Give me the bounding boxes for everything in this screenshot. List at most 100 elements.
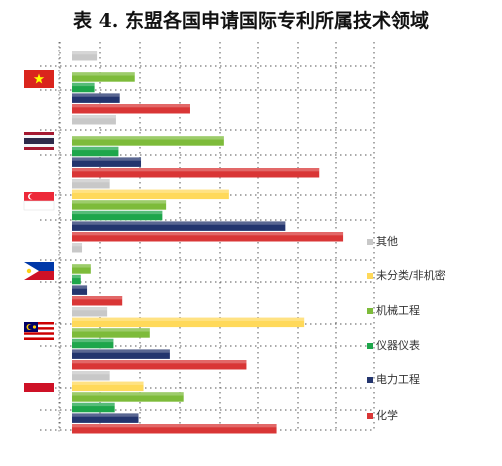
bar-highlight-malaysia-4 bbox=[72, 349, 170, 353]
flag-moon-cut bbox=[28, 324, 34, 330]
bar-highlight-indonesia-5 bbox=[72, 424, 277, 428]
bar-highlight-thailand-0 bbox=[72, 115, 116, 119]
legend-label-0: 其他 bbox=[376, 235, 398, 248]
bar-vietnam-5 bbox=[72, 104, 190, 114]
bar-vietnam-2 bbox=[72, 72, 135, 82]
legend-label-2: 机械工程 bbox=[376, 303, 420, 317]
bar-indonesia-2 bbox=[72, 392, 184, 402]
flag-stripe bbox=[24, 135, 54, 138]
bar-philippines-0 bbox=[72, 243, 83, 253]
bar-highlight-indonesia-4 bbox=[72, 413, 139, 417]
legend-swatch-2 bbox=[367, 308, 373, 314]
flag-star bbox=[32, 325, 37, 329]
bar-thailand-0 bbox=[72, 115, 116, 125]
flag-stripe bbox=[24, 337, 54, 340]
legend-swatch-0 bbox=[367, 239, 373, 245]
bar-singapore-1 bbox=[72, 189, 229, 200]
flag-bottom bbox=[24, 271, 54, 280]
flag-moon-cut bbox=[29, 193, 35, 200]
bar-highlight-singapore-1 bbox=[72, 189, 229, 193]
bar-indonesia-5 bbox=[72, 424, 277, 434]
bar-highlight-indonesia-1 bbox=[72, 381, 144, 385]
bar-malaysia-0 bbox=[72, 307, 108, 317]
bar-indonesia-1 bbox=[72, 381, 144, 392]
bar-thailand-3 bbox=[72, 146, 119, 157]
bar-highlight-thailand-2 bbox=[72, 136, 224, 140]
bar-singapore-5 bbox=[72, 232, 344, 242]
bar-highlight-malaysia-5 bbox=[72, 360, 247, 364]
flag-philippines-icon bbox=[24, 262, 54, 280]
flag-stripe bbox=[24, 132, 54, 135]
bar-thailand-5 bbox=[72, 168, 320, 178]
bar-malaysia-1 bbox=[72, 317, 305, 328]
bar-indonesia-0 bbox=[72, 371, 110, 381]
flag-stripe bbox=[24, 324, 54, 328]
bar-highlight-vietnam-3 bbox=[72, 82, 95, 87]
flag-vietnam-icon bbox=[24, 70, 54, 88]
bar-vietnam-4 bbox=[72, 93, 120, 103]
bar-vietnam-3 bbox=[72, 82, 95, 93]
legend-label-5: 化学 bbox=[376, 408, 398, 422]
bar-highlight-indonesia-3 bbox=[72, 402, 115, 407]
bar-highlight-malaysia-1 bbox=[72, 317, 305, 321]
bar-highlight-philippines-0 bbox=[72, 243, 83, 247]
bar-highlight-malaysia-2 bbox=[72, 328, 150, 332]
legend-label-3: 仪器仪表 bbox=[376, 338, 420, 352]
flag-singapore-icon bbox=[23, 192, 55, 211]
bar-highlight-philippines-4 bbox=[72, 285, 88, 289]
legend-swatch-1 bbox=[367, 273, 373, 279]
bar-philippines-3 bbox=[72, 274, 81, 285]
flag-top bbox=[24, 192, 54, 201]
flag-stripe bbox=[24, 141, 54, 144]
bar-highlight-indonesia-2 bbox=[72, 392, 184, 396]
flag-star bbox=[33, 73, 45, 84]
legend-label-4: 电力工程 bbox=[376, 373, 420, 386]
bar-highlight-singapore-4 bbox=[72, 221, 286, 225]
flag-triangle bbox=[24, 262, 39, 280]
flag-stripe bbox=[24, 329, 54, 333]
bar-malaysia-2 bbox=[72, 328, 150, 338]
bar-thailand-4 bbox=[72, 157, 142, 167]
bar-highlight-thailand-3 bbox=[72, 146, 119, 151]
bar-singapore-0 bbox=[72, 179, 110, 189]
bar-highlight-indonesia-0 bbox=[72, 371, 110, 375]
bar-malaysia-4 bbox=[72, 349, 170, 359]
bar-highlight-philippines-5 bbox=[72, 296, 123, 300]
flag-stripe bbox=[24, 138, 54, 141]
bar-malaysia-5 bbox=[72, 360, 247, 370]
flag-thailand-icon bbox=[24, 132, 54, 150]
flag-top bbox=[24, 383, 54, 392]
flag-stripe bbox=[24, 332, 54, 335]
bar-malaysia-3 bbox=[72, 338, 114, 349]
flag-malaysia-icon bbox=[24, 322, 54, 340]
flag-bottom bbox=[24, 392, 54, 401]
flag-stripe bbox=[24, 322, 54, 325]
bar-highlight-singapore-5 bbox=[72, 232, 344, 236]
bar-highlight-vietnam-0 bbox=[72, 51, 98, 55]
bar-highlight-vietnam-2 bbox=[72, 72, 135, 76]
legend-swatch-4 bbox=[367, 377, 373, 383]
bar-highlight-singapore-2 bbox=[72, 200, 167, 204]
bar-highlight-vietnam-5 bbox=[72, 104, 190, 108]
bar-highlight-philippines-3 bbox=[72, 274, 81, 279]
bar-philippines-2 bbox=[72, 264, 91, 274]
bar-highlight-malaysia-3 bbox=[72, 338, 114, 343]
flag-stripe bbox=[24, 334, 54, 338]
flag-top bbox=[24, 262, 54, 271]
bar-singapore-2 bbox=[72, 200, 167, 210]
bar-vietnam-0 bbox=[72, 51, 98, 61]
bar-singapore-3 bbox=[72, 210, 163, 221]
bar-singapore-4 bbox=[72, 221, 286, 231]
flag-sun bbox=[26, 268, 32, 274]
bar-highlight-malaysia-0 bbox=[72, 307, 108, 311]
chart-title: 表 4. 东盟各国申请国际专利所属技术领域 bbox=[72, 10, 430, 32]
bar-thailand-2 bbox=[72, 136, 224, 146]
bar-indonesia-3 bbox=[72, 402, 115, 413]
legend-label-1: 未分类/非机密 bbox=[376, 268, 446, 282]
legend-swatch-3 bbox=[367, 343, 373, 349]
flag-stripe bbox=[24, 327, 54, 330]
bar-highlight-singapore-0 bbox=[72, 179, 110, 183]
bar-highlight-philippines-2 bbox=[72, 264, 91, 268]
